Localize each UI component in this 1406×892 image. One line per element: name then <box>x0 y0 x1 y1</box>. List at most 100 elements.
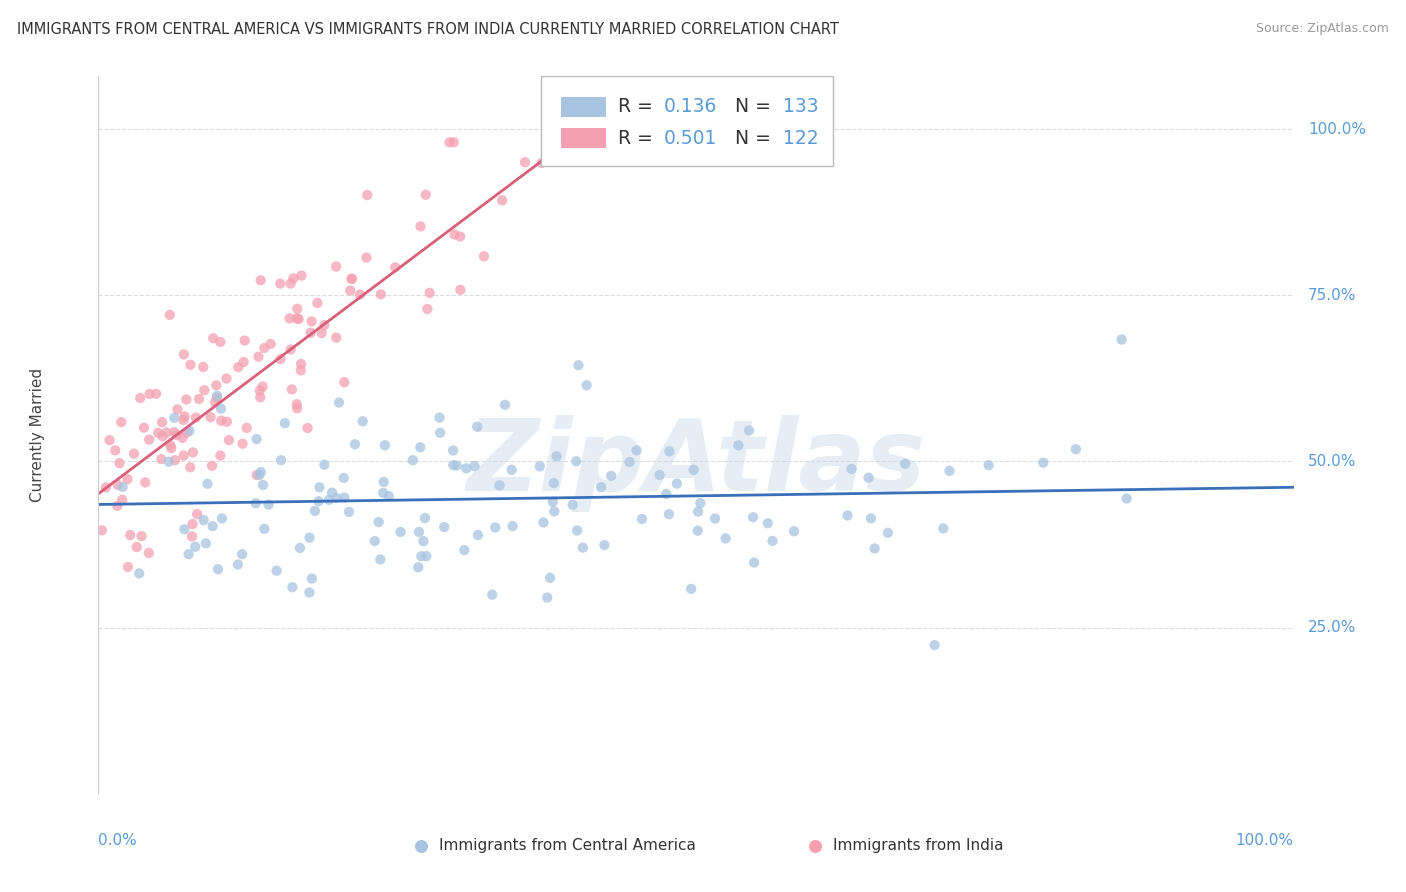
Point <box>249 390 271 404</box>
Point <box>160 441 183 455</box>
Point <box>163 425 186 439</box>
Text: 25.0%: 25.0% <box>1308 620 1357 635</box>
Point <box>413 511 436 525</box>
Point <box>409 440 432 454</box>
Point <box>246 468 269 483</box>
Text: Source: ZipAtlas.com: Source: ZipAtlas.com <box>1256 22 1389 36</box>
Point <box>184 540 207 554</box>
Point <box>163 410 186 425</box>
Point <box>205 378 228 392</box>
Point <box>138 433 160 447</box>
Text: 100.0%: 100.0% <box>1308 121 1365 136</box>
Point <box>415 187 437 202</box>
Point <box>209 334 232 349</box>
Point <box>411 835 433 849</box>
Point <box>146 425 169 440</box>
Point <box>105 499 128 513</box>
Point <box>328 395 350 409</box>
Point <box>159 438 181 452</box>
Point <box>441 458 464 473</box>
Point <box>429 425 451 440</box>
Point <box>529 459 551 474</box>
Point <box>543 504 565 518</box>
Point <box>179 460 201 475</box>
Text: IMMIGRANTS FROM CENTRAL AMERICA VS IMMIGRANTS FROM INDIA CURRENTLY MARRIED CORRE: IMMIGRANTS FROM CENTRAL AMERICA VS IMMIG… <box>17 22 839 37</box>
Point <box>325 260 347 274</box>
Point <box>533 516 555 530</box>
Point <box>416 301 439 316</box>
Point <box>184 410 207 425</box>
Point <box>631 512 654 526</box>
Point <box>863 541 886 556</box>
Text: 0.501: 0.501 <box>664 128 717 148</box>
Text: N =: N = <box>735 128 778 148</box>
Point <box>211 511 233 525</box>
Point <box>90 524 112 538</box>
Point <box>298 585 321 599</box>
Point <box>226 558 249 572</box>
Point <box>658 444 681 458</box>
Point <box>443 227 465 242</box>
Point <box>215 415 238 429</box>
Point <box>356 188 378 202</box>
Point <box>686 524 709 538</box>
Point <box>159 308 181 322</box>
Point <box>205 391 228 405</box>
Point <box>193 513 215 527</box>
Point <box>181 517 204 532</box>
Point <box>120 528 142 542</box>
Point <box>502 519 524 533</box>
Point <box>283 271 305 285</box>
Point <box>326 491 349 505</box>
Text: R =: R = <box>619 128 659 148</box>
Point <box>340 272 363 286</box>
Text: 0.136: 0.136 <box>664 97 717 116</box>
Point <box>567 358 589 372</box>
Point <box>117 560 139 574</box>
Point <box>173 409 195 424</box>
Point <box>270 453 292 467</box>
Point <box>738 424 761 438</box>
Point <box>894 457 917 471</box>
Point <box>250 465 273 479</box>
Point <box>252 478 274 492</box>
Point <box>138 546 160 560</box>
Point <box>285 397 308 411</box>
Point <box>565 524 588 538</box>
Text: 75.0%: 75.0% <box>1308 288 1357 302</box>
Point <box>378 489 401 503</box>
Point <box>287 312 309 326</box>
Point <box>288 541 311 555</box>
Point <box>727 438 749 452</box>
Point <box>859 511 882 525</box>
Point <box>110 415 132 429</box>
Point <box>172 431 194 445</box>
Point <box>200 410 222 425</box>
Point <box>181 445 204 459</box>
Point <box>197 476 219 491</box>
Point <box>488 478 510 492</box>
Point <box>332 471 354 485</box>
Point <box>439 136 461 150</box>
Point <box>290 357 312 371</box>
Point <box>837 508 859 523</box>
Point <box>1111 333 1133 347</box>
Point <box>231 436 253 450</box>
Point <box>122 447 145 461</box>
Point <box>626 443 648 458</box>
Text: 0.0%: 0.0% <box>98 833 138 848</box>
Text: 50.0%: 50.0% <box>1308 454 1357 469</box>
Point <box>308 480 330 494</box>
Point <box>453 543 475 558</box>
Point <box>249 273 271 287</box>
Point <box>176 392 198 407</box>
Point <box>186 507 208 521</box>
Point <box>484 520 506 534</box>
Point <box>429 410 451 425</box>
Point <box>530 156 553 170</box>
Point <box>270 351 292 366</box>
Point <box>285 311 308 326</box>
Point <box>152 429 174 443</box>
Point <box>157 455 180 469</box>
Point <box>541 495 564 509</box>
